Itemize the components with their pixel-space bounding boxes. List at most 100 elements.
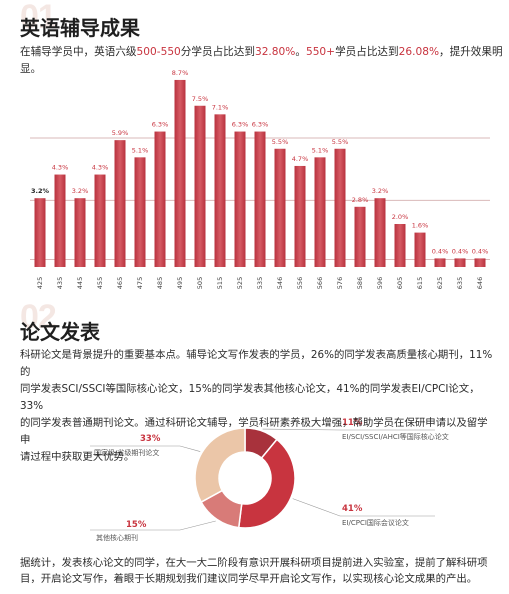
summary-highlight: 32.80% <box>254 46 296 58</box>
bar <box>34 198 46 267</box>
summary-text: 在辅导学员中，英语六级500-550分学员占比达到32.80%。550+学员占比… <box>20 44 509 78</box>
donut-pct: 41% <box>342 504 363 514</box>
section-title: 英语辅导成果 <box>20 16 140 40</box>
bar <box>394 224 406 267</box>
category-label: 625 <box>436 277 444 289</box>
bar <box>254 131 266 267</box>
bar-value-label: 3.2% <box>72 187 89 195</box>
bar-value-label: 2.0% <box>392 213 409 221</box>
donut-slice <box>200 489 243 529</box>
bar-value-label: 5.1% <box>132 146 149 154</box>
score-distribution-chart: 3.2%4254.3%4353.2%4454.3%4555.9%4655.1%4… <box>30 69 490 289</box>
bar <box>474 258 486 267</box>
category-label: 495 <box>176 277 184 289</box>
bar-value-label: 3.2% <box>31 187 50 195</box>
category-label: 546 <box>276 277 284 289</box>
bar <box>374 198 386 267</box>
bar <box>114 140 126 267</box>
summary-highlight: 500-550 <box>136 46 181 58</box>
category-label: 445 <box>76 277 84 289</box>
intro-line: 同学发表SCI/SSCI等国际核心论文，15%的同学发表其他核心论文，41%的同… <box>20 383 480 412</box>
bar <box>294 165 306 267</box>
category-label: 605 <box>396 277 404 289</box>
bar-value-label: 4.3% <box>52 164 69 172</box>
bar-value-label: 6.3% <box>232 121 249 129</box>
bar <box>154 131 166 267</box>
footer-paragraph: 据统计，发表核心论文的同学，在大一大二阶段有意识开展科研项目提前进入实验室，提前… <box>20 555 500 587</box>
category-label: 576 <box>336 277 344 289</box>
bar-value-label: 8.7% <box>172 69 189 77</box>
bar-value-label: 0.4% <box>472 247 489 255</box>
footer-line: 据统计，发表核心论文的同学，在大一大二阶段有意识开展科研项目提前进入实验室，提前… <box>20 557 488 569</box>
category-label: 586 <box>356 277 364 289</box>
bar-value-label: 6.3% <box>152 121 169 129</box>
bar-value-label: 3.2% <box>372 187 389 195</box>
summary-part: ，提升效果明显。 <box>20 46 503 75</box>
bar-value-label: 5.9% <box>112 129 129 137</box>
bar-value-label: 7.1% <box>212 103 229 111</box>
bar-value-label: 2.8% <box>352 196 369 204</box>
summary-part: 。 <box>295 46 306 58</box>
donut-label: 国家级/省级期刊论文 <box>94 449 160 457</box>
category-label: 465 <box>116 277 124 289</box>
bar <box>174 79 186 267</box>
bar <box>314 157 326 267</box>
summary-highlight: 26.08% <box>398 46 440 58</box>
bar-value-label: 5.5% <box>332 138 349 146</box>
category-label: 615 <box>416 277 424 289</box>
category-label: 435 <box>56 277 64 289</box>
bar-value-label: 1.6% <box>412 222 429 230</box>
bar <box>354 206 366 267</box>
summary-highlight: 550+ <box>305 46 336 58</box>
donut-label: EI/CPCI国际会议论文 <box>342 519 409 527</box>
leader-line <box>90 520 216 531</box>
bar-value-label: 4.7% <box>292 155 309 163</box>
category-label: 566 <box>316 277 324 289</box>
donut-label: EI/SCI/SSCI/AHCI等国际核心论文 <box>342 433 449 441</box>
category-label: 485 <box>156 277 164 289</box>
intro-paragraph: 科研论文是背景提升的重要基本点。辅导论文写作发表的学员，26%的同学发表高质量核… <box>20 347 495 466</box>
summary-part: 学员占比达到 <box>335 46 399 58</box>
bar-value-label: 5.1% <box>312 146 329 154</box>
section-title: 论文发表 <box>20 320 100 344</box>
bar <box>274 148 286 267</box>
bar <box>194 105 206 267</box>
donut-pct: 33% <box>140 434 161 444</box>
donut-pct: 15% <box>126 520 147 530</box>
summary-part: 分学员占比达到 <box>180 46 255 58</box>
category-label: 505 <box>196 277 204 289</box>
category-label: 635 <box>456 277 464 289</box>
category-label: 525 <box>236 277 244 289</box>
category-label: 475 <box>136 277 144 289</box>
category-label: 515 <box>216 277 224 289</box>
category-label: 646 <box>476 277 484 289</box>
bar <box>54 174 66 267</box>
footer-line: 目，开启论文写作，着眼于长期规划我们建议同学尽早开启论文写作，以实现核心论文成果… <box>20 573 478 585</box>
category-label: 596 <box>376 277 384 289</box>
bar <box>214 114 226 267</box>
bar-value-label: 7.5% <box>192 95 209 103</box>
bar <box>94 174 106 267</box>
section-number: 01 <box>20 0 57 36</box>
bar <box>414 232 426 267</box>
donut-pct: 11% <box>342 418 363 428</box>
intro-line: 科研论文是背景提升的重要基本点。辅导论文写作发表的学员，26%的同学发表高质量核… <box>20 349 493 378</box>
bar-value-label: 0.4% <box>452 247 469 255</box>
category-label: 535 <box>256 277 264 289</box>
intro-line: 请过程中获取更大优势。 <box>20 451 135 463</box>
bar <box>134 157 146 267</box>
bar <box>454 258 466 267</box>
category-label: 425 <box>36 277 44 289</box>
donut-label: 其他核心期刊 <box>96 534 138 542</box>
bar <box>74 198 86 267</box>
leader-line <box>292 498 435 517</box>
category-label: 455 <box>96 277 104 289</box>
section-number: 02 <box>20 298 57 336</box>
bar-value-label: 4.3% <box>92 164 109 172</box>
bar <box>334 148 346 267</box>
summary-part: 在辅导学员中，英语六级 <box>20 46 137 58</box>
bar-value-label: 5.5% <box>272 138 289 146</box>
bar <box>234 131 246 267</box>
bar <box>434 258 446 267</box>
intro-line: 的同学发表普通期刊论文。通过科研论文辅导，学员科研素养极大增强，帮助学员在保研申… <box>20 417 488 446</box>
